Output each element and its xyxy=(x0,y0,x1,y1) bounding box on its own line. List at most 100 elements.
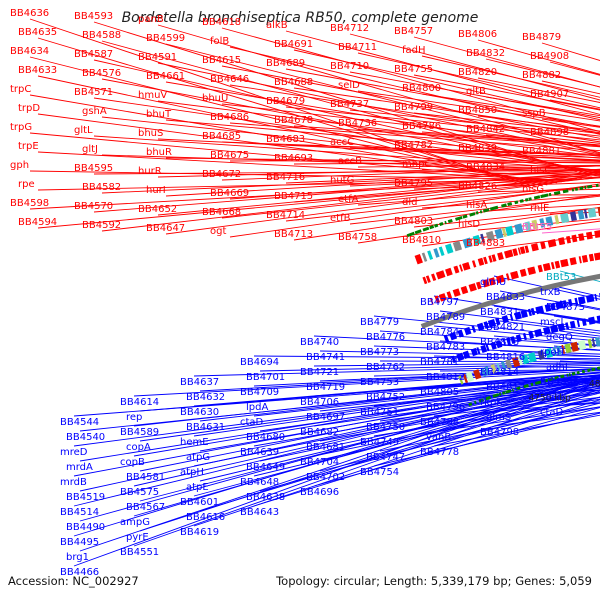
feature-block xyxy=(505,389,512,394)
forward-gene-label: dld xyxy=(402,197,417,208)
callout-line xyxy=(165,81,600,156)
feature-block xyxy=(512,248,519,257)
feature-block xyxy=(425,275,431,283)
feature-block xyxy=(495,274,505,284)
callout-line xyxy=(433,355,600,361)
callout-line xyxy=(285,30,600,115)
reverse-gene-label: lpdA xyxy=(246,402,268,413)
reverse-gene-label: degQ xyxy=(546,332,573,343)
callout-line xyxy=(133,370,600,397)
reverse-gene-label: BB4778 xyxy=(420,447,459,458)
feature-block xyxy=(434,223,439,228)
callout-line xyxy=(499,320,600,334)
callout-line xyxy=(413,36,600,88)
feature-block xyxy=(500,360,507,371)
feature-block xyxy=(438,293,447,302)
feature-block xyxy=(553,190,561,196)
reverse-gene-label: BB4814 xyxy=(480,367,519,378)
reverse-gene-label: glmS xyxy=(486,412,511,423)
forward-gene-label: hurR xyxy=(138,166,162,177)
feature-block xyxy=(581,318,587,327)
feature-block xyxy=(422,226,430,232)
reverse-gene-label: BB4833 xyxy=(486,292,525,303)
feature-block xyxy=(560,212,570,224)
feature-block xyxy=(554,214,560,225)
callout-line xyxy=(293,125,600,148)
feature-block xyxy=(462,262,471,271)
feature-block xyxy=(458,375,464,385)
feature-block xyxy=(445,243,454,254)
callout-line xyxy=(37,75,548,186)
forward-gene-label: BB4588 xyxy=(82,30,121,41)
reverse-gene-label: rep xyxy=(126,412,142,423)
forward-gene-label: gltL xyxy=(74,125,93,136)
callout-line xyxy=(493,411,600,427)
feature-block xyxy=(576,370,580,375)
forward-gene-label: ogt xyxy=(210,226,226,237)
callout-line xyxy=(101,173,600,232)
reverse-gene-label: mreD xyxy=(60,447,88,458)
reverse-gene-label: BB4581 xyxy=(126,472,165,483)
feature-block xyxy=(431,273,437,282)
feature-block xyxy=(422,276,428,285)
feature-block xyxy=(587,338,593,349)
feature-block xyxy=(452,288,461,297)
feature-block xyxy=(528,197,532,201)
callout-line xyxy=(253,376,600,417)
reverse-gene-label: BB4719 xyxy=(306,382,345,393)
reverse-gene-label: mrdB xyxy=(60,477,87,488)
feature-block xyxy=(595,337,600,347)
feature-block xyxy=(452,240,463,252)
forward-gene-label: rpe xyxy=(18,179,35,190)
reverse-gene-label: copB xyxy=(120,457,145,468)
reverse-gene-label: BB4836 xyxy=(540,377,579,388)
callout-line xyxy=(413,207,600,228)
reverse-gene-label: BB4752 xyxy=(366,392,405,403)
forward-gene-label: BB4907 xyxy=(530,89,569,100)
callout-line xyxy=(285,144,600,155)
reverse-gene-label: BB4495 xyxy=(60,537,99,548)
genome-stats: Topology: circular; Length: 5,339,179 bp… xyxy=(275,574,592,588)
forward-gene-label: hisG xyxy=(522,184,544,195)
reverse-gene-label: BBt53 xyxy=(546,272,576,283)
feature-block xyxy=(484,366,491,376)
feature-block xyxy=(515,334,522,343)
callout-line xyxy=(133,381,600,517)
callout-line xyxy=(259,363,600,372)
feature-block xyxy=(518,356,523,366)
forward-gene-label: BB4647 xyxy=(146,223,185,234)
forward-gene-label: BB4757 xyxy=(394,26,433,37)
forward-gene-label: hutG xyxy=(330,175,354,186)
reverse-gene-label: BB4696 xyxy=(300,487,339,498)
feature-block xyxy=(597,206,600,217)
feature-block xyxy=(487,318,497,328)
feature-block xyxy=(587,207,597,218)
feature-block xyxy=(534,328,543,338)
feature-block xyxy=(501,391,506,395)
feature-block xyxy=(581,254,588,263)
feature-block xyxy=(550,302,556,311)
callout-line xyxy=(349,33,600,101)
forward-gene-label: BB4806 xyxy=(458,29,497,40)
reverse-strand-callouts xyxy=(73,270,600,567)
callout-line xyxy=(493,389,600,397)
feature-block xyxy=(457,329,464,338)
forward-gene-label: gltJ xyxy=(82,144,98,155)
feature-block xyxy=(449,331,458,341)
forward-gene-label: BB4782 xyxy=(394,140,433,151)
forward-gene-label: BB4595 xyxy=(74,163,113,174)
reverse-gene-label: pyrE xyxy=(126,532,149,543)
feature-block xyxy=(552,346,558,357)
feature-block xyxy=(587,368,591,373)
callout-line xyxy=(357,185,600,206)
feature-block xyxy=(497,252,504,261)
feature-block xyxy=(443,334,450,343)
reverse-gene-label: BB4796 xyxy=(426,402,465,413)
callout-line xyxy=(499,401,600,412)
feature-block xyxy=(453,265,460,274)
feature-block xyxy=(596,366,600,371)
feature-block xyxy=(485,344,490,352)
callout-line xyxy=(477,77,600,103)
feature-block xyxy=(484,395,492,401)
